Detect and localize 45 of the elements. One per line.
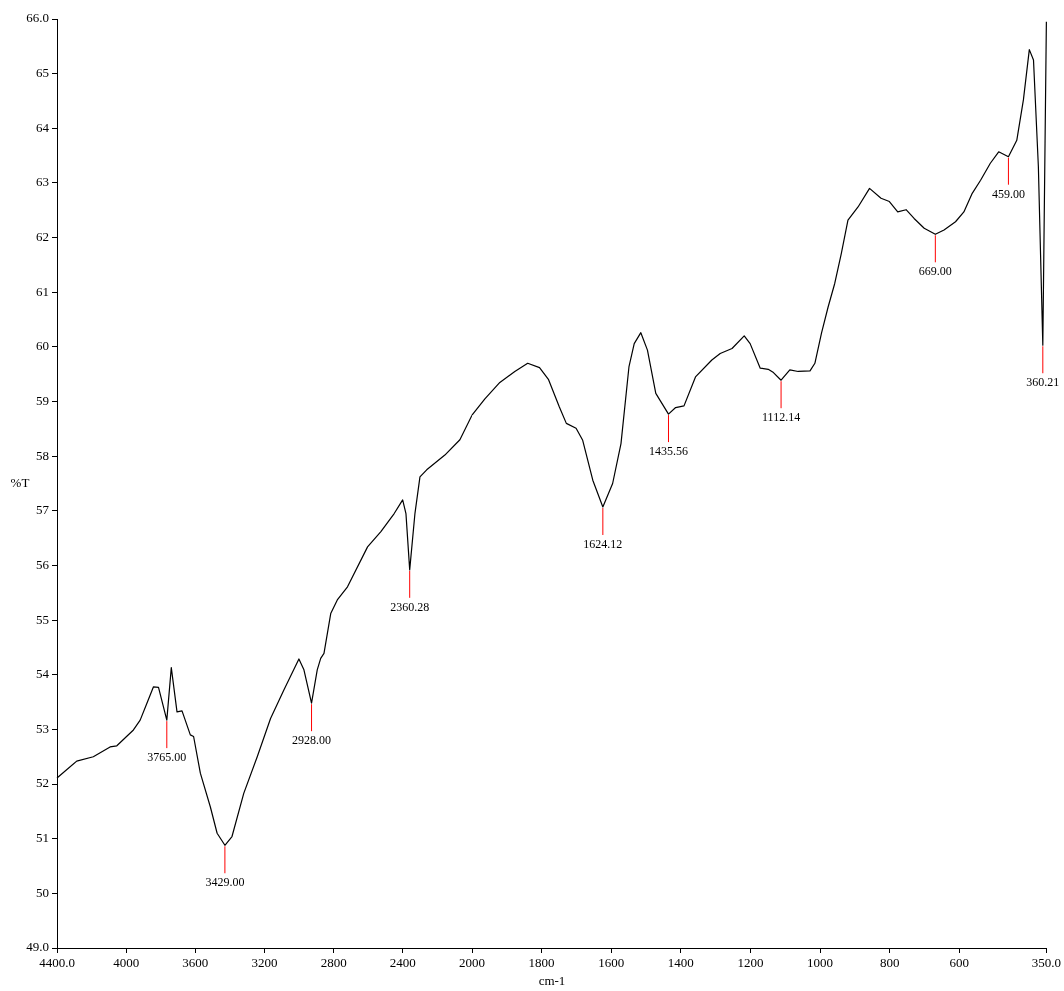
- annotation: 1435.56: [648, 444, 688, 459]
- y-tick-label: 64: [36, 119, 50, 135]
- x-tick-label: 2800: [320, 955, 347, 971]
- x-tick-label: 1600: [598, 955, 625, 971]
- x-tick-label: 1800: [528, 955, 555, 971]
- y-tick-label: 60: [36, 338, 49, 354]
- x-tick-label: 4000: [113, 955, 140, 971]
- annotation: 1112.14: [762, 410, 801, 425]
- y-tick-label: 56: [36, 556, 50, 572]
- x-tick-label: 350.0: [1031, 955, 1061, 971]
- x-tick-label: 1000: [807, 955, 834, 971]
- y-tick-label: 59: [36, 392, 49, 408]
- y-tick-label: 55: [36, 611, 49, 627]
- x-tick-label: 2400: [389, 955, 416, 971]
- x-axis-title: cm-1: [537, 973, 567, 988]
- y-tick-label: 62: [36, 229, 49, 245]
- annotation: 669.00: [918, 264, 952, 279]
- y-axis-title: %T: [10, 474, 30, 490]
- y-tick-label: 66.0: [26, 10, 49, 26]
- y-tick-label: 57: [36, 502, 50, 518]
- x-tick-label: 2000: [459, 955, 485, 971]
- x-tick-label: 3200: [251, 955, 278, 971]
- x-tick-label: 800: [879, 955, 900, 971]
- annotation: 3765.00: [147, 750, 187, 765]
- y-tick-label: 52: [36, 775, 49, 791]
- annotation: 3429.00: [205, 875, 245, 890]
- x-tick-label: 1200: [737, 955, 764, 971]
- x-tick-label: 4400.0: [39, 955, 75, 971]
- annotation: 2360.28: [390, 600, 430, 614]
- y-tick-label: 51: [36, 830, 49, 846]
- y-tick-label: 49.0: [26, 939, 49, 955]
- y-tick-label: 61: [36, 283, 49, 299]
- x-tick-label: 1400: [667, 955, 694, 971]
- x-tick-label: 600: [949, 955, 970, 971]
- y-tick-label: 50: [36, 884, 49, 900]
- x-tick-label: 3600: [182, 955, 209, 971]
- y-tick-label: 53: [36, 720, 49, 736]
- y-tick-label: 65: [36, 65, 49, 81]
- y-tick-label: 63: [36, 174, 49, 190]
- annotation: 360.21: [1026, 375, 1060, 390]
- y-tick-label: 58: [36, 447, 49, 463]
- annotation: 459.00: [991, 186, 1025, 201]
- y-tick-label: 54: [36, 666, 50, 682]
- annotation: 2928.00: [292, 733, 332, 748]
- annotation: 1624.12: [583, 537, 623, 552]
